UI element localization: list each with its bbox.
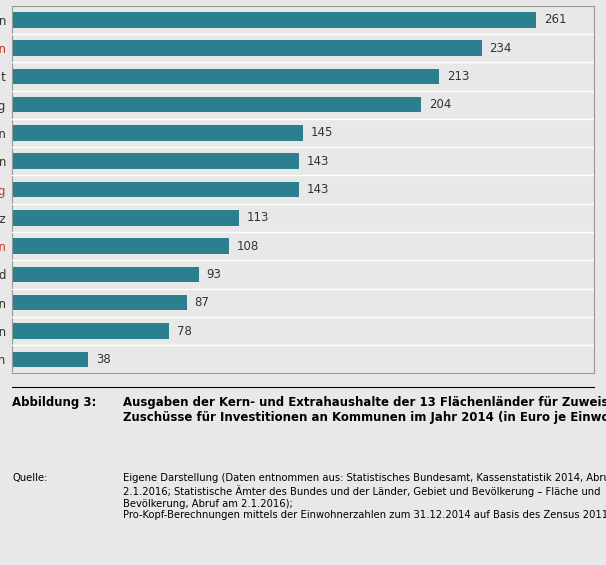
Bar (12, 182, 299, 197)
Bar (12, 323, 168, 339)
Text: 143: 143 (307, 183, 330, 196)
Bar (12, 40, 482, 56)
Bar (12, 154, 299, 169)
Text: 145: 145 (311, 127, 333, 140)
Text: Eigene Darstellung (Daten entnommen aus: Statistisches Bundesamt, Kassenstatisti: Eigene Darstellung (Daten entnommen aus:… (122, 473, 606, 520)
Text: 213: 213 (447, 70, 470, 83)
Text: Ausgaben der Kern- und Extrahaushalte der 13 Flächenländer für Zuweisungen und
Z: Ausgaben der Kern- und Extrahaushalte de… (122, 396, 606, 424)
Text: 93: 93 (207, 268, 222, 281)
Bar (12, 210, 239, 225)
Text: Quelle:: Quelle: (12, 473, 47, 483)
Text: 143: 143 (307, 155, 330, 168)
Text: 108: 108 (237, 240, 259, 253)
Bar (12, 12, 536, 28)
Text: 38: 38 (96, 353, 111, 366)
Bar (12, 68, 439, 84)
Bar (12, 351, 88, 367)
Text: 87: 87 (195, 296, 210, 309)
Bar (12, 97, 421, 112)
Bar (12, 267, 199, 282)
Text: 261: 261 (544, 14, 566, 27)
Text: 204: 204 (430, 98, 451, 111)
Bar (12, 295, 187, 311)
Bar (12, 238, 229, 254)
Text: 234: 234 (490, 42, 512, 55)
Text: 113: 113 (247, 211, 269, 224)
Text: Abbildung 3:: Abbildung 3: (12, 396, 96, 408)
Text: 78: 78 (176, 324, 191, 337)
Bar (12, 125, 303, 141)
